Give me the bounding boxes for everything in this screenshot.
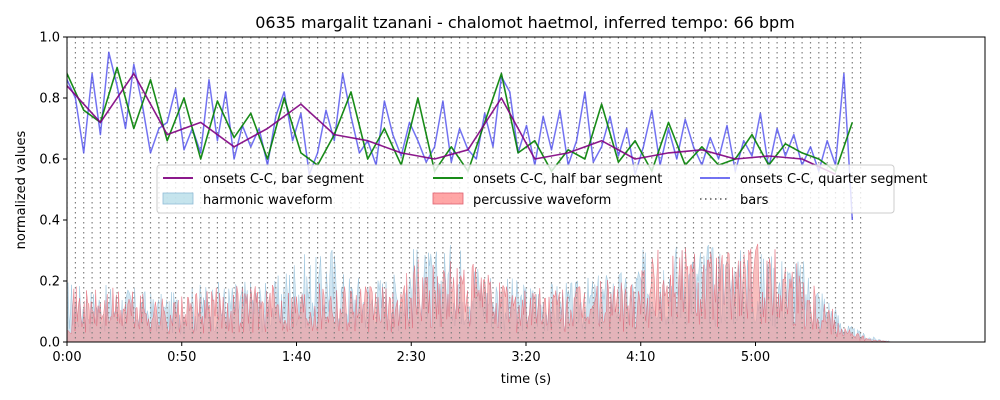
- legend-item: bars: [700, 193, 769, 208]
- legend-item: onsets C-C, quarter segment: [700, 172, 927, 187]
- y-tick-label: 1.0: [39, 31, 60, 46]
- legend-item: percussive waveform: [432, 192, 611, 208]
- bar-lines-layer: [67, 37, 862, 342]
- series-line: [67, 51, 854, 221]
- y-axis: 0.0 0.2 0.4 0.6 0.8 1.0: [39, 31, 67, 351]
- x-axis: 0:00 0:50 1:40 2:30 3:20 4:10 5:00: [52, 342, 770, 365]
- legend-label: onsets C-C, half bar segment: [473, 172, 662, 187]
- x-axis-label: time (s): [501, 372, 551, 387]
- x-tick-label: 4:10: [626, 350, 655, 365]
- x-tick-label: 3:20: [511, 350, 540, 365]
- y-tick-label: 0.8: [39, 92, 60, 107]
- legend-item: harmonic waveform: [162, 192, 333, 208]
- legend-label: bars: [740, 193, 769, 208]
- x-tick-label: 5:00: [741, 350, 770, 365]
- x-tick-label: 2:30: [397, 350, 426, 365]
- legend: onsets C-C, bar segment onsets C-C, half …: [156, 164, 927, 214]
- legend-item: onsets C-C, bar segment: [163, 172, 364, 187]
- series-line: [67, 66, 854, 172]
- legend-label: onsets C-C, quarter segment: [740, 172, 927, 187]
- x-tick-label: 1:40: [282, 350, 311, 365]
- series-layer: [67, 51, 854, 221]
- series-line: [67, 72, 836, 176]
- percussive-waveform-area: [67, 243, 894, 342]
- legend-label: harmonic waveform: [203, 193, 333, 208]
- y-tick-label: 0.0: [39, 336, 60, 351]
- legend-item: onsets C-C, half bar segment: [433, 172, 662, 187]
- legend-label: onsets C-C, bar segment: [203, 172, 364, 187]
- y-axis-label: normalized values: [14, 130, 29, 249]
- y-tick-label: 0.4: [39, 214, 60, 229]
- legend-swatch: [162, 192, 194, 205]
- x-tick-label: 0:50: [167, 350, 196, 365]
- y-tick-label: 0.6: [39, 153, 60, 168]
- chart-title: 0635 margalit tzanani - chalomot haetmol…: [255, 13, 795, 32]
- y-tick-label: 0.2: [39, 275, 60, 290]
- legend-swatch: [432, 192, 464, 205]
- x-tick-label: 0:00: [52, 350, 81, 365]
- legend-label: percussive waveform: [473, 193, 611, 208]
